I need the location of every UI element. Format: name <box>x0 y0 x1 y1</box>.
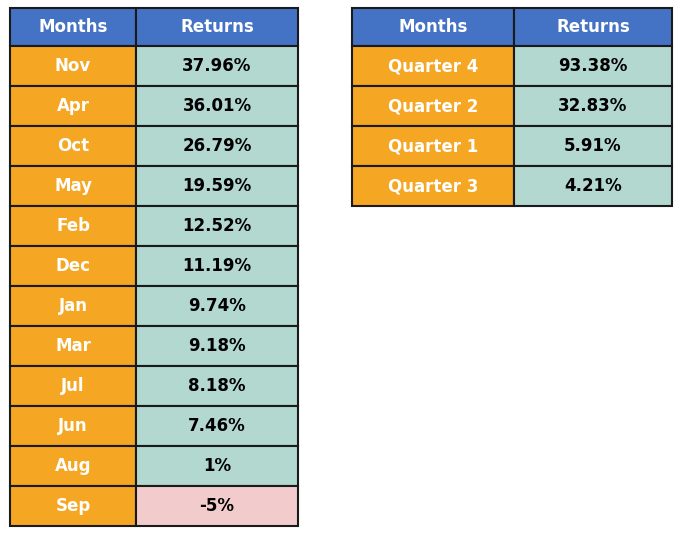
Text: 7.46%: 7.46% <box>188 417 246 435</box>
Bar <box>136 126 298 166</box>
Bar <box>10 206 136 246</box>
Text: Dec: Dec <box>55 257 91 275</box>
Text: Months: Months <box>38 18 108 36</box>
Bar <box>10 86 136 126</box>
Text: 26.79%: 26.79% <box>182 137 252 155</box>
Bar <box>514 126 672 166</box>
Text: 37.96%: 37.96% <box>182 57 252 75</box>
Bar <box>514 166 672 206</box>
Bar <box>514 86 672 126</box>
Text: Quarter 3: Quarter 3 <box>388 177 478 195</box>
Bar <box>10 126 136 166</box>
Text: 36.01%: 36.01% <box>183 97 252 115</box>
Bar <box>10 166 136 206</box>
Text: 9.74%: 9.74% <box>188 297 246 315</box>
Bar <box>136 446 298 486</box>
Text: 4.21%: 4.21% <box>564 177 622 195</box>
Text: Jul: Jul <box>61 377 85 395</box>
Bar <box>10 246 136 286</box>
Text: 11.19%: 11.19% <box>183 257 252 275</box>
Text: Oct: Oct <box>57 137 89 155</box>
Bar <box>136 8 298 46</box>
Text: 1%: 1% <box>203 457 231 475</box>
Bar <box>136 486 298 526</box>
Bar <box>352 46 514 86</box>
Text: Aug: Aug <box>55 457 91 475</box>
Bar <box>514 46 672 86</box>
Bar <box>10 366 136 406</box>
Text: May: May <box>54 177 92 195</box>
Bar <box>10 46 136 86</box>
Text: Jun: Jun <box>58 417 88 435</box>
Bar <box>136 406 298 446</box>
Bar <box>352 86 514 126</box>
Bar <box>136 46 298 86</box>
Bar <box>514 8 672 46</box>
Bar <box>352 166 514 206</box>
Bar <box>136 366 298 406</box>
Text: Mar: Mar <box>55 337 91 355</box>
Text: 93.38%: 93.38% <box>559 57 627 75</box>
Text: -5%: -5% <box>200 497 235 515</box>
Bar <box>352 126 514 166</box>
Text: Returns: Returns <box>180 18 254 36</box>
Text: 19.59%: 19.59% <box>182 177 252 195</box>
Bar <box>10 406 136 446</box>
Bar <box>352 8 514 46</box>
Bar <box>136 326 298 366</box>
Text: Sep: Sep <box>55 497 91 515</box>
Text: 12.52%: 12.52% <box>182 217 252 235</box>
Bar <box>136 86 298 126</box>
Text: Jan: Jan <box>59 297 87 315</box>
Bar <box>136 206 298 246</box>
Text: Returns: Returns <box>556 18 630 36</box>
Bar <box>136 166 298 206</box>
Bar <box>136 286 298 326</box>
Text: 5.91%: 5.91% <box>564 137 622 155</box>
Text: 9.18%: 9.18% <box>188 337 246 355</box>
Text: 8.18%: 8.18% <box>188 377 246 395</box>
Bar <box>10 286 136 326</box>
Bar <box>10 446 136 486</box>
Bar <box>10 486 136 526</box>
Bar <box>136 246 298 286</box>
Text: 32.83%: 32.83% <box>559 97 627 115</box>
Text: Quarter 4: Quarter 4 <box>388 57 478 75</box>
Text: Quarter 2: Quarter 2 <box>388 97 478 115</box>
Bar <box>10 8 136 46</box>
Text: Nov: Nov <box>55 57 91 75</box>
Text: Quarter 1: Quarter 1 <box>388 137 478 155</box>
Text: Feb: Feb <box>56 217 90 235</box>
Text: Months: Months <box>398 18 468 36</box>
Bar <box>10 326 136 366</box>
Text: Apr: Apr <box>57 97 89 115</box>
